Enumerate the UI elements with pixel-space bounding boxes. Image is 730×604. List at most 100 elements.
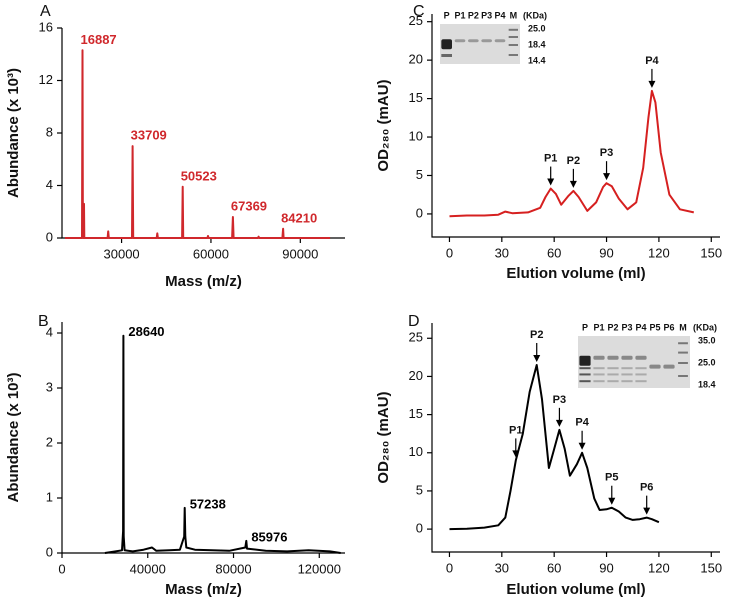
- panel-letter: A: [40, 3, 51, 20]
- lane-label: P5: [649, 322, 660, 332]
- gel-band: [621, 380, 633, 383]
- x-tick-label: 150: [700, 245, 722, 260]
- gel-band: [508, 44, 518, 46]
- x-axis-label: Elution volume (ml): [506, 265, 645, 282]
- x-tick-label: 60000: [193, 246, 229, 261]
- y-tick-label: 0: [416, 205, 423, 220]
- marker-label: 35.0: [698, 335, 716, 345]
- gel-band: [454, 39, 466, 43]
- lane-label: P4: [635, 322, 646, 332]
- panel-letter: C: [413, 3, 425, 20]
- x-tick-label: 120: [648, 560, 670, 575]
- x-tick-label: 90: [599, 560, 613, 575]
- arrow-head: [569, 180, 577, 188]
- peak-label: 84210: [281, 210, 317, 225]
- peak-label: 50523: [181, 168, 217, 183]
- y-axis-label: OD₂₈₀ (mAU): [375, 79, 392, 171]
- x-tick-label: 60: [547, 560, 561, 575]
- y-tick-label: 20: [409, 368, 423, 383]
- y-tick-label: 3: [46, 379, 53, 394]
- data-line: [104, 334, 341, 554]
- y-tick-label: 16: [39, 19, 53, 34]
- x-tick-label: 80000: [215, 561, 251, 576]
- y-tick-label: 10: [409, 128, 423, 143]
- lane-label: P1: [454, 10, 465, 20]
- gel-band: [621, 373, 633, 376]
- gel-unit: (KDa): [693, 322, 717, 332]
- y-tick-label: 20: [409, 52, 423, 67]
- marker-label: 25.0: [528, 23, 546, 33]
- gel: [578, 336, 690, 388]
- gel-band: [508, 36, 518, 38]
- x-tick-label: 0: [58, 561, 65, 576]
- lane-label: P3: [481, 10, 492, 20]
- gel-band: [441, 39, 452, 50]
- lane-label: P4: [494, 10, 505, 20]
- y-tick-label: 1: [46, 489, 53, 504]
- peak-annotation: P4: [575, 417, 589, 429]
- gel-band: [607, 355, 619, 360]
- gel-band: [579, 373, 591, 376]
- y-tick-label: 0: [46, 229, 53, 244]
- gel-band: [579, 355, 591, 366]
- peak-label: 33709: [131, 128, 167, 143]
- lane-label: P1: [593, 322, 604, 332]
- x-tick-label: 150: [700, 560, 722, 575]
- gel-band: [621, 367, 633, 370]
- x-tick-label: 30: [495, 560, 509, 575]
- axis-line: [431, 14, 720, 238]
- gel: [440, 24, 520, 64]
- x-tick-label: 30000: [104, 246, 140, 261]
- gel-band: [649, 364, 661, 369]
- gel-band: [607, 373, 619, 376]
- peak-annotation: P4: [645, 55, 659, 67]
- axis-line: [61, 322, 345, 554]
- gel-band: [678, 351, 688, 354]
- y-tick-label: 4: [46, 324, 53, 339]
- gel-band: [494, 39, 506, 43]
- x-tick-label: 90: [599, 245, 613, 260]
- gel-band: [593, 355, 605, 360]
- gel-band: [508, 28, 518, 31]
- arrow-head: [547, 178, 555, 186]
- peak-annotation: P3: [600, 147, 613, 159]
- y-tick-label: 15: [409, 90, 423, 105]
- y-tick-label: 25: [409, 330, 423, 345]
- peak-label: 28640: [128, 324, 164, 339]
- peak-annotation: P1: [544, 152, 557, 164]
- arrow-head: [648, 80, 656, 88]
- arrow-head: [512, 450, 520, 458]
- y-axis-label: Abundance (x 10³): [5, 372, 22, 502]
- y-tick-label: 15: [409, 406, 423, 421]
- x-tick-label: 30: [495, 245, 509, 260]
- gel-band: [579, 380, 591, 383]
- gel-band: [678, 362, 688, 364]
- gel-band: [607, 380, 619, 383]
- peak-label: 16887: [81, 32, 117, 47]
- peak-label: 67369: [231, 198, 267, 213]
- lane-label: P3: [621, 322, 632, 332]
- marker-label: 14.4: [528, 55, 546, 65]
- arrow-head: [578, 442, 586, 450]
- peak-annotation: P2: [530, 329, 543, 341]
- gel-band: [593, 380, 605, 383]
- gel-band: [635, 373, 647, 376]
- gel-band: [593, 367, 605, 370]
- y-tick-label: 12: [39, 72, 53, 87]
- gel-band: [607, 367, 619, 370]
- data-line: [65, 49, 331, 239]
- x-tick-label: 120: [648, 245, 670, 260]
- gel-band: [579, 367, 591, 370]
- gel-band: [481, 39, 492, 43]
- y-tick-label: 5: [416, 167, 423, 182]
- x-axis-label: Mass (m/z): [165, 273, 242, 290]
- arrow-head: [643, 507, 651, 515]
- arrow-head: [555, 419, 563, 427]
- axis-line: [431, 323, 720, 553]
- marker-label: 18.4: [528, 39, 546, 49]
- peak-annotation: P2: [567, 155, 580, 167]
- peak-label: 57238: [190, 496, 226, 511]
- x-tick-label: 120000: [298, 561, 341, 576]
- y-axis-label: OD₂₈₀ (mAU): [375, 391, 392, 483]
- y-tick-label: 25: [409, 13, 423, 28]
